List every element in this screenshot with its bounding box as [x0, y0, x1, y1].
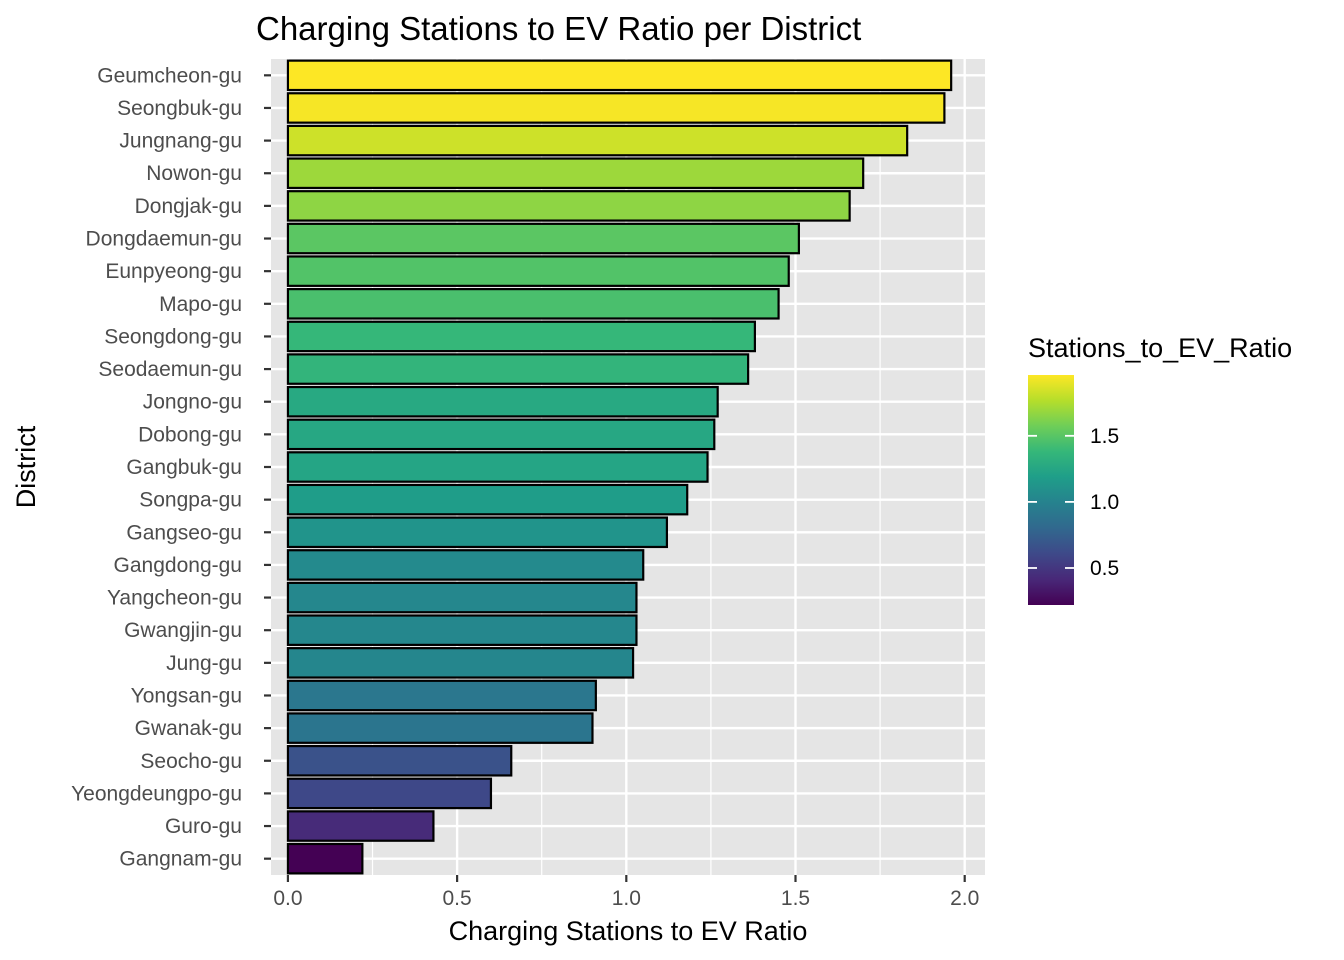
- bar-gangseo-gu: [286, 516, 669, 549]
- y-tick-label: Jungnang-gu: [119, 130, 242, 153]
- bar-gangbuk-gu: [286, 451, 709, 483]
- y-tick-label: Guro-gu: [165, 815, 242, 838]
- legend-tick-label: 0.5: [1090, 557, 1119, 580]
- x-tick-label: 0.0: [273, 887, 302, 910]
- x-axis: 0.0 0.5 1.0 1.5 2.0: [273, 875, 979, 910]
- bar-seodaemun-gu: [286, 353, 750, 385]
- y-tick-label: Gwanak-gu: [135, 717, 242, 740]
- bar-guro-gu: [286, 810, 435, 842]
- y-tick-label: Eunpyeong-gu: [105, 260, 242, 283]
- y-tick-label: Seodaemun-gu: [98, 358, 242, 381]
- y-tick-label: Seocho-gu: [140, 750, 242, 773]
- x-tick-label: 1.5: [781, 887, 810, 910]
- y-tick-label: Jongno-gu: [143, 391, 242, 414]
- y-axis-title: District: [11, 425, 41, 508]
- legend-colorbar: [1028, 375, 1074, 605]
- x-tick-label: 2.0: [950, 887, 979, 910]
- bar-songpa-gu: [286, 483, 689, 516]
- bar-geumcheon-gu: [286, 59, 953, 92]
- legend-title: Stations_to_EV_Ratio: [1028, 333, 1292, 363]
- bar-mapo-gu: [286, 288, 780, 320]
- y-tick-label: Seongdong-gu: [104, 325, 242, 348]
- bar-gwangjin-gu: [286, 614, 638, 646]
- bar-seocho-gu: [286, 744, 513, 777]
- bar-nowon-gu: [286, 157, 865, 190]
- bar-yangcheon-gu: [286, 581, 638, 614]
- y-tick-label: Songpa-gu: [139, 489, 242, 512]
- bar-eunpyeong-gu: [286, 255, 790, 287]
- color-legend: Stations_to_EV_Ratio 0.5 1.0 1.5: [1028, 333, 1292, 605]
- bar-gangnam-gu: [286, 842, 364, 875]
- bar-dongjak-gu: [286, 190, 851, 222]
- y-tick-label: Yongsan-gu: [131, 684, 242, 707]
- bar-seongbuk-gu: [286, 92, 946, 124]
- bars: [286, 59, 953, 875]
- bar-yeongdeungpo-gu: [286, 777, 493, 810]
- bar-jongno-gu: [286, 385, 719, 418]
- bar-jungnang-gu: [286, 124, 909, 157]
- bar-yongsan-gu: [286, 679, 597, 712]
- y-tick-label: Gangbuk-gu: [126, 456, 242, 479]
- y-axis: Geumcheon-gu Seongbuk-gu Jungnang-gu Nowon-…: [71, 64, 271, 871]
- y-tick-label: Jung-gu: [166, 652, 242, 675]
- y-tick-label: Yeongdeungpo-gu: [71, 782, 242, 805]
- bar-seongdong-gu: [286, 320, 756, 353]
- y-tick-label: Gangseo-gu: [126, 521, 242, 544]
- y-tick-label: Geumcheon-gu: [97, 64, 242, 87]
- y-tick-label: Seongbuk-gu: [117, 97, 242, 120]
- y-tick-label: Gangdong-gu: [114, 554, 242, 577]
- legend-tick-label: 1.5: [1090, 425, 1119, 448]
- bar-dobong-gu: [286, 418, 716, 451]
- legend-ticks: 0.5 1.0 1.5: [1028, 425, 1119, 580]
- bar-dongdaemun-gu: [286, 222, 800, 255]
- y-tick-label: Gwangjin-gu: [124, 619, 242, 642]
- y-tick-label: Dongjak-gu: [135, 195, 242, 218]
- y-tick-label: Mapo-gu: [159, 293, 242, 316]
- y-tick-label: Dobong-gu: [138, 423, 242, 446]
- x-axis-title: Charging Stations to EV Ratio: [449, 916, 808, 946]
- y-tick-label: Gangnam-gu: [119, 848, 242, 871]
- chart-title: Charging Stations to EV Ratio per Distri…: [256, 10, 861, 47]
- y-tick-label: Dongdaemun-gu: [86, 228, 242, 251]
- x-tick-label: 0.5: [443, 887, 472, 910]
- x-tick-label: 1.0: [612, 887, 641, 910]
- legend-tick-label: 1.0: [1090, 491, 1119, 514]
- y-tick-label: Nowon-gu: [146, 162, 242, 185]
- y-tick-label: Yangcheon-gu: [107, 587, 242, 610]
- bar-gangdong-gu: [286, 549, 645, 581]
- bar-jung-gu: [286, 647, 635, 679]
- bar-gwanak-gu: [286, 712, 594, 744]
